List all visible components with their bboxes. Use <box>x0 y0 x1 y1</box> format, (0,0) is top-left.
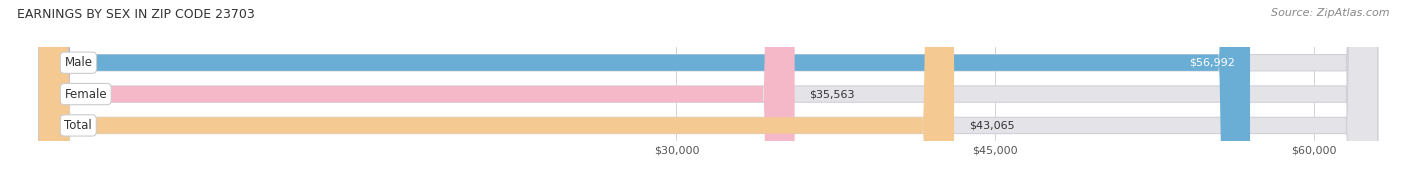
Text: Male: Male <box>65 56 93 69</box>
Text: EARNINGS BY SEX IN ZIP CODE 23703: EARNINGS BY SEX IN ZIP CODE 23703 <box>17 8 254 21</box>
Text: $35,563: $35,563 <box>810 89 855 99</box>
Text: Female: Female <box>65 88 107 101</box>
FancyBboxPatch shape <box>39 0 955 196</box>
Text: Source: ZipAtlas.com: Source: ZipAtlas.com <box>1271 8 1389 18</box>
Text: $56,992: $56,992 <box>1189 58 1234 68</box>
FancyBboxPatch shape <box>39 0 1378 196</box>
FancyBboxPatch shape <box>39 0 1378 196</box>
Text: $43,065: $43,065 <box>969 120 1015 131</box>
FancyBboxPatch shape <box>39 0 794 196</box>
Text: Total: Total <box>65 119 93 132</box>
FancyBboxPatch shape <box>39 0 1378 196</box>
FancyBboxPatch shape <box>39 0 1250 196</box>
